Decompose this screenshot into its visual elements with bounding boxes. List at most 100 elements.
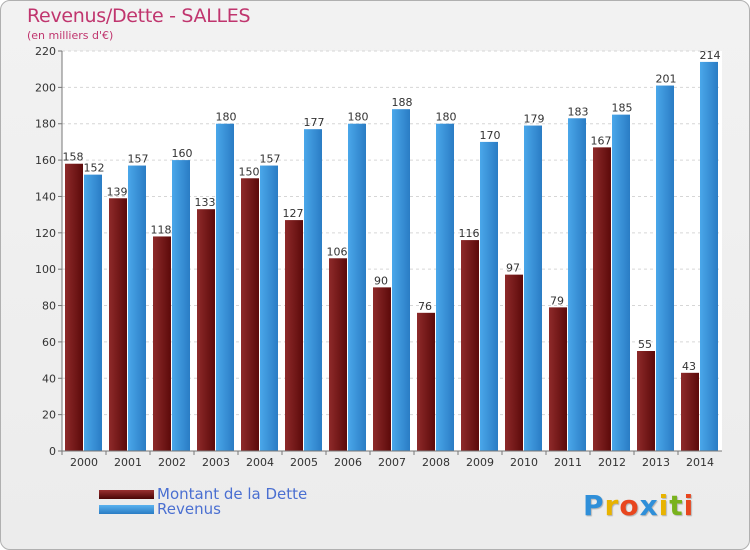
bar-revenus [304, 129, 322, 451]
data-label-revenus: 180 [216, 111, 237, 124]
bar-revenus [216, 123, 234, 452]
data-label-revenus: 201 [656, 73, 677, 86]
y-tick-label: 0 [49, 445, 56, 458]
bar-dette [549, 307, 567, 451]
y-tick-label: 100 [35, 263, 56, 276]
y-tick-label: 180 [35, 118, 56, 131]
y-tick-label: 220 [35, 45, 56, 58]
y-tick-label: 120 [35, 227, 56, 240]
data-label-dette: 76 [418, 300, 432, 313]
data-label-dette: 139 [107, 185, 128, 198]
bar-dette [461, 240, 479, 451]
logo-letter: o [619, 489, 640, 522]
bar-revenus [656, 85, 674, 451]
logo-letter: x [639, 489, 659, 522]
data-label-revenus: 179 [524, 113, 545, 126]
bar-dette [65, 163, 83, 451]
x-tick-label: 2003 [202, 456, 230, 469]
x-tick-label: 2007 [378, 456, 406, 469]
bar-dette [637, 351, 655, 451]
bar-dette [197, 209, 215, 451]
data-label-revenus: 160 [172, 147, 193, 160]
data-labels: 1581521391571181601331801501571271771061… [63, 49, 721, 373]
data-label-dette: 127 [283, 207, 304, 220]
data-label-dette: 106 [327, 245, 348, 258]
x-tick-label: 2014 [686, 456, 714, 469]
bar-dette [285, 220, 303, 451]
legend-swatch-revenus [99, 505, 154, 514]
bar-dette [153, 236, 171, 451]
bar-dette [417, 312, 435, 451]
data-label-dette: 167 [591, 134, 612, 147]
data-label-dette: 79 [550, 294, 564, 307]
y-tick-label: 140 [35, 190, 56, 203]
bar-dette [505, 274, 523, 451]
bar-revenus [700, 61, 718, 452]
bar-revenus [172, 160, 190, 451]
x-tick-label: 2009 [466, 456, 494, 469]
bar-revenus [612, 114, 630, 452]
x-tick-label: 2008 [422, 456, 450, 469]
y-tick-label: 40 [42, 372, 56, 385]
axes: 0 20 40 60 80 100 120 140 160 180 200 220 2000 2001 20… [35, 45, 722, 469]
bars [65, 61, 718, 452]
bar-chart: 1581521391571181601331801501571271771061… [35, 45, 722, 469]
bar-dette [373, 287, 391, 451]
data-label-revenus: 185 [612, 102, 633, 115]
bar-revenus [568, 118, 586, 451]
x-tick-label: 2000 [70, 456, 98, 469]
data-label-revenus: 188 [392, 96, 413, 109]
bar-dette [593, 147, 611, 451]
y-tick-label: 160 [35, 154, 56, 167]
y-tick-label: 60 [42, 336, 56, 349]
x-tick-label: 2013 [642, 456, 670, 469]
x-tick-label: 2006 [334, 456, 362, 469]
y-tick-label: 80 [42, 300, 56, 313]
data-label-revenus: 180 [436, 111, 457, 124]
x-tick-label: 2004 [246, 456, 274, 469]
x-tick-label: 2001 [114, 456, 142, 469]
y-tick-label: 20 [42, 409, 56, 422]
data-label-revenus: 183 [568, 105, 589, 118]
bar-dette [109, 198, 127, 451]
legend-swatch-dette [99, 490, 154, 499]
bar-revenus [128, 165, 146, 451]
data-label-revenus: 177 [304, 116, 325, 129]
data-label-revenus: 180 [348, 111, 369, 124]
proxiti-logo: Proxiti [583, 489, 694, 522]
data-label-dette: 55 [638, 338, 652, 351]
bar-revenus [392, 109, 410, 451]
logo-letter: r [604, 489, 620, 522]
bar-dette [681, 372, 699, 451]
data-label-revenus: 214 [700, 49, 721, 62]
x-tick-label: 2010 [510, 456, 538, 469]
legend-label-revenus: Revenus [157, 500, 221, 518]
data-label-revenus: 157 [260, 153, 281, 166]
data-label-revenus: 157 [128, 153, 149, 166]
chart-subtitle: (en milliers d'€) [27, 29, 114, 42]
bar-dette [329, 258, 347, 451]
data-label-revenus: 170 [480, 129, 501, 142]
y-tick-label: 200 [35, 81, 56, 94]
bar-revenus [524, 125, 542, 451]
data-label-dette: 118 [151, 223, 172, 236]
data-label-dette: 90 [374, 274, 388, 287]
data-label-dette: 158 [63, 151, 84, 164]
data-label-dette: 150 [239, 165, 260, 178]
x-tick-label: 2011 [554, 456, 582, 469]
data-label-dette: 43 [682, 360, 696, 373]
data-label-revenus: 152 [84, 162, 105, 175]
data-label-dette: 133 [195, 196, 216, 209]
data-label-dette: 116 [459, 227, 480, 240]
x-tick-label: 2002 [158, 456, 186, 469]
x-tick-label: 2005 [290, 456, 318, 469]
bar-revenus [480, 141, 498, 451]
bar-dette [241, 178, 259, 452]
logo-letter: P [583, 489, 605, 522]
chart-title: Revenus/Dette - SALLES [27, 5, 251, 27]
logo-letter: t [669, 489, 684, 522]
bar-revenus [84, 174, 102, 452]
data-label-dette: 97 [506, 262, 520, 275]
bar-revenus [260, 165, 278, 451]
